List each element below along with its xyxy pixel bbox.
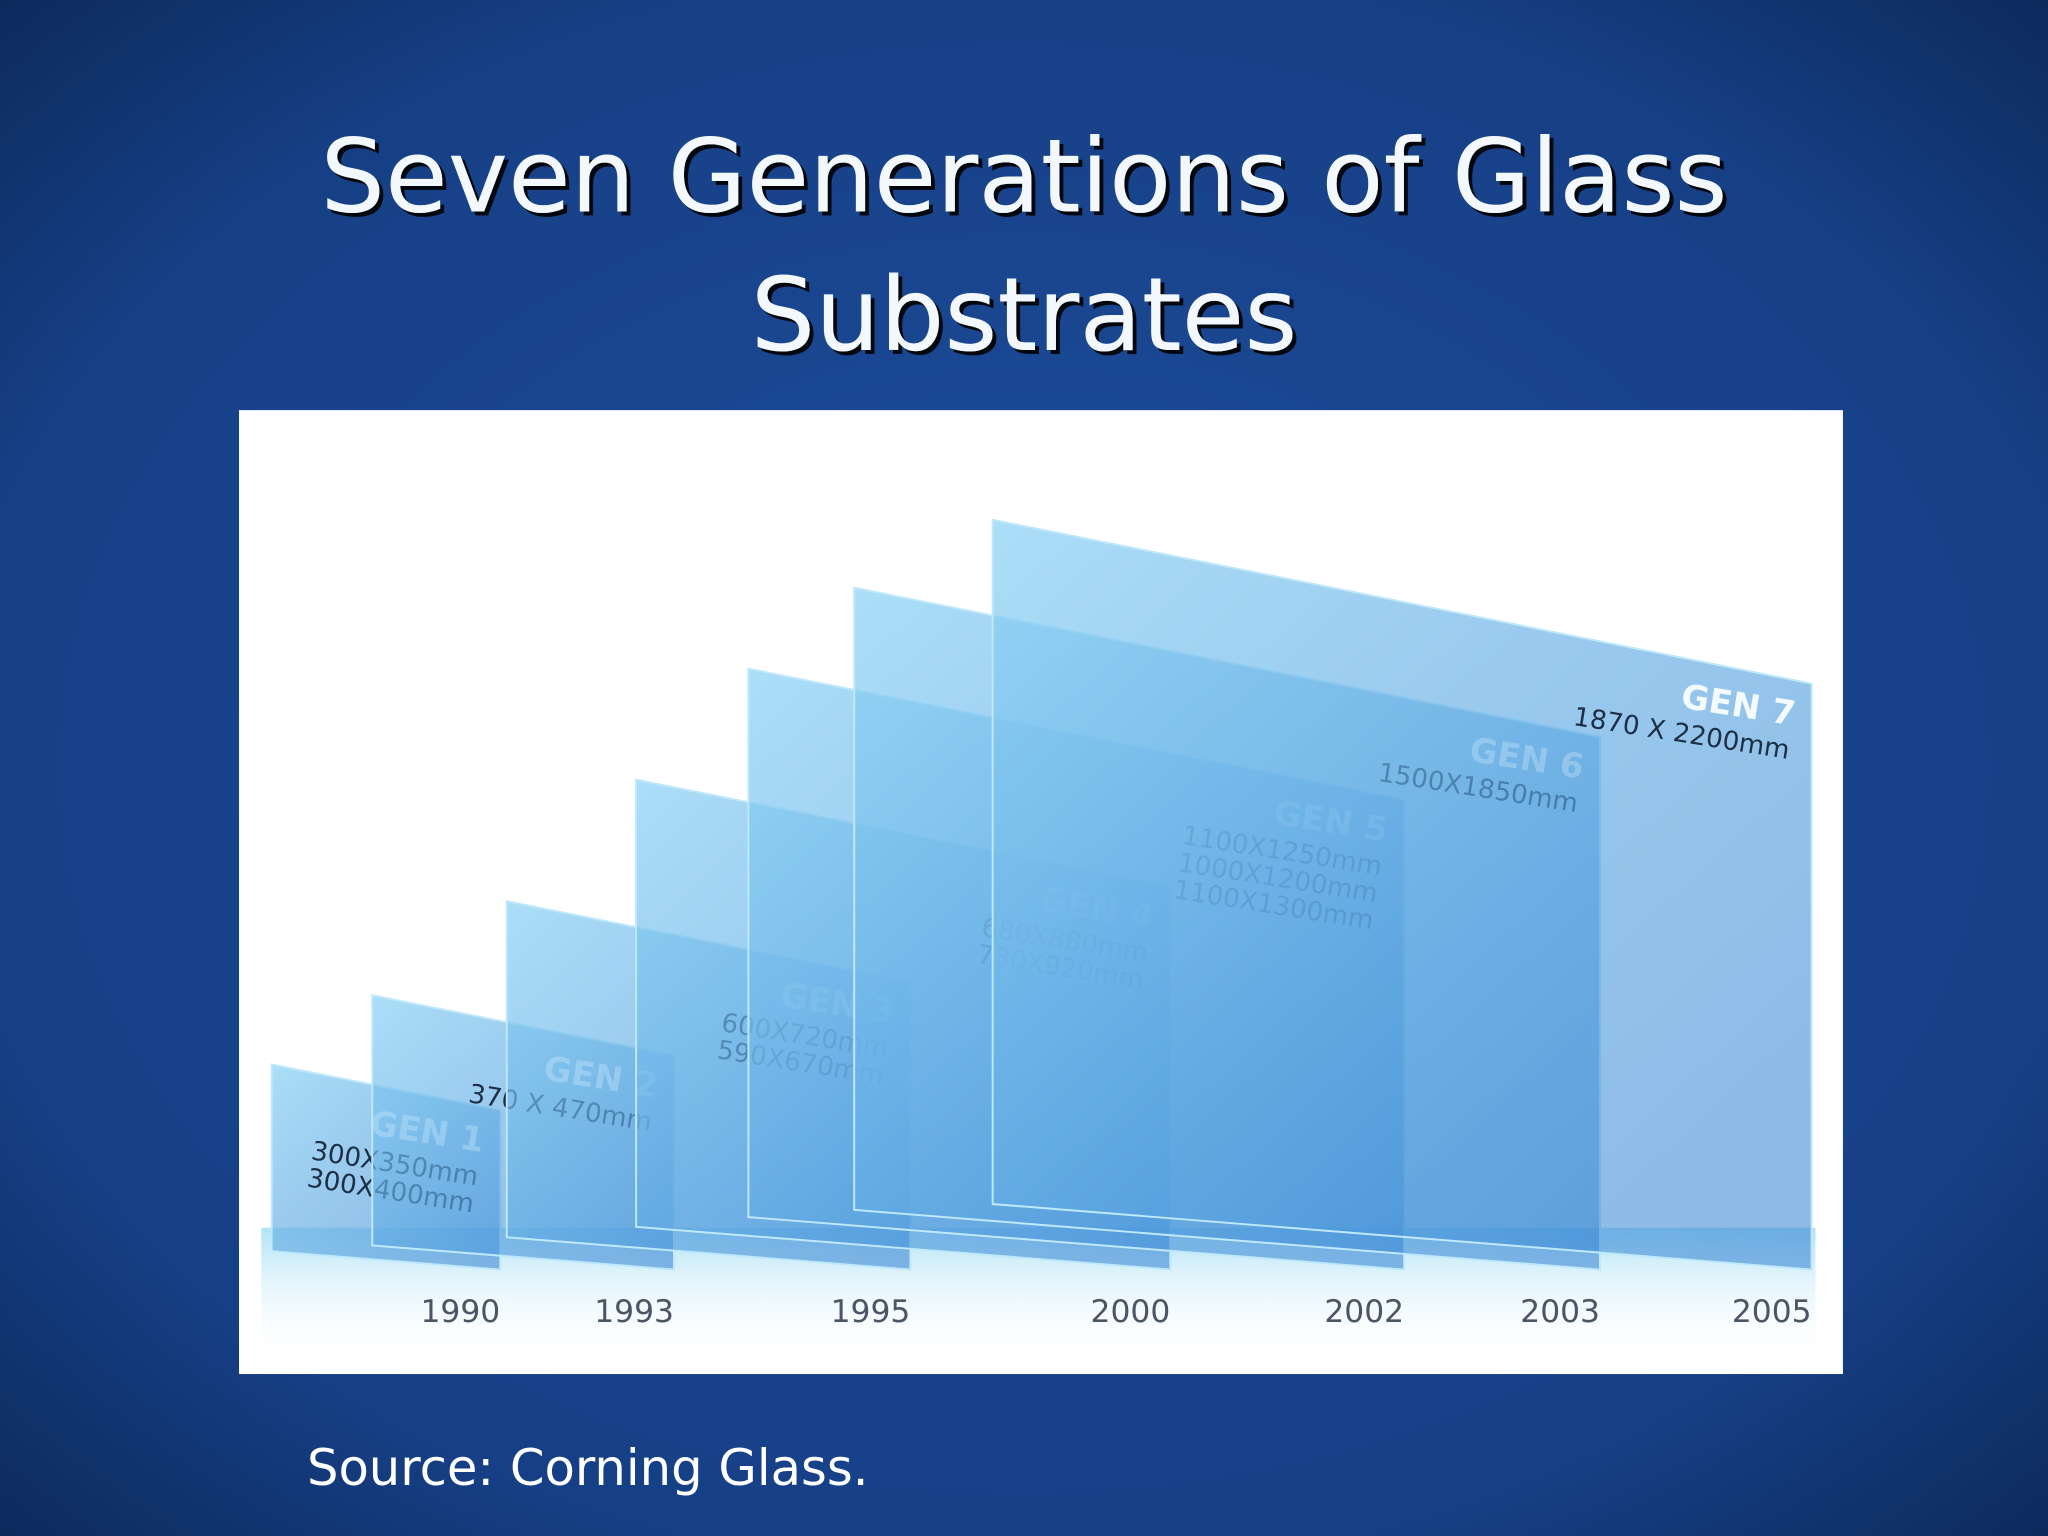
year-label: 2003 [1520, 1294, 1600, 1330]
year-label: 1995 [831, 1294, 911, 1330]
title-line: Seven Generations of Glass [320, 118, 1727, 237]
glass-pane [991, 518, 1813, 1271]
panes: GEN 1300X350mm300X400mm1990GEN 2370 X 47… [270, 518, 1813, 1330]
year-label: 2002 [1324, 1294, 1404, 1330]
year-label: 1993 [594, 1294, 674, 1330]
source: Source: Corning Glass. [307, 1439, 869, 1497]
year-label: 2000 [1091, 1294, 1171, 1330]
year-label: 2005 [1732, 1294, 1812, 1330]
year-label: 1990 [421, 1294, 501, 1330]
title-line: Substrates [751, 256, 1298, 375]
